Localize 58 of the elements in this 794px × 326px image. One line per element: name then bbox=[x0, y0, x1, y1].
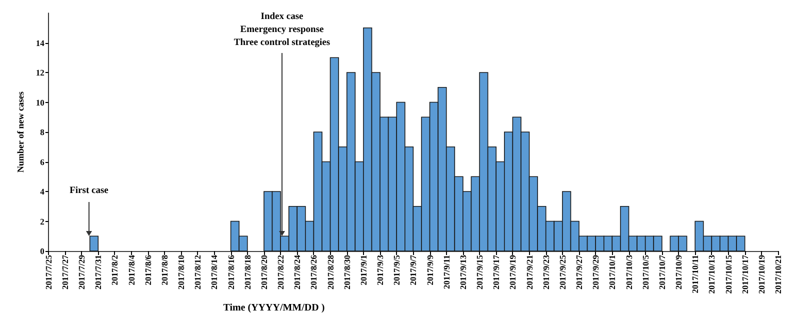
x-tick-label: 2017/8/2 bbox=[110, 255, 120, 286]
x-tick-label: 2017/10/13 bbox=[706, 255, 717, 294]
y-tick-label: 6 bbox=[40, 156, 44, 167]
x-tick-label: 2017/9/17 bbox=[491, 254, 502, 290]
x-tick-label: 2017/7/25 bbox=[43, 255, 54, 290]
x-tick-label: 2017/7/29 bbox=[76, 255, 87, 290]
x-tick-label: 2017/8/30 bbox=[342, 255, 352, 290]
x-tick-label: 2017/8/8 bbox=[159, 255, 170, 286]
x-tick-label: 2017/9/25 bbox=[557, 255, 568, 290]
x-tick-label: 2017/9/21 bbox=[524, 255, 534, 290]
x-tick-label: 2017/8/16 bbox=[226, 255, 236, 290]
x-tick-label: 2017/8/10 bbox=[176, 255, 186, 290]
x-tick-label: 2017/8/20 bbox=[258, 255, 269, 290]
x-tick-label: 2017/8/12 bbox=[192, 255, 203, 290]
annotation: Index case Emergency response Three control strategies bbox=[232, 11, 332, 50]
x-tick-label: 2017/9/1 bbox=[358, 255, 368, 286]
x-tick-label: 2017/9/19 bbox=[508, 255, 518, 290]
x-tick-label: 2017/8/22 bbox=[276, 255, 286, 290]
annotation: First case bbox=[70, 186, 108, 196]
x-tick-label: 2017/10/3 bbox=[624, 255, 634, 290]
x-tick-label: 2017/9/5 bbox=[392, 255, 402, 286]
x-tick-label: 2017/10/15 bbox=[723, 255, 734, 294]
x-tick-label: 2017/9/9 bbox=[424, 255, 435, 286]
x-tick-label: 2017/7/31 bbox=[93, 255, 104, 290]
y-tick-label: 0 bbox=[40, 246, 44, 256]
x-tick-label: 2017/8/26 bbox=[308, 255, 319, 290]
x-tick-label: 2017/9/15 bbox=[474, 255, 485, 290]
x-tick-label: 2017/8/28 bbox=[325, 255, 336, 290]
y-tick-label: 14 bbox=[36, 38, 46, 48]
x-tick-label: 2017/10/7 bbox=[656, 254, 667, 290]
x-tick-label: 2017/8/18 bbox=[242, 255, 252, 290]
x-tick-label: 2017/9/23 bbox=[540, 255, 551, 290]
x-tick-label: 2017/9/27 bbox=[574, 254, 584, 290]
x-tick-label: 2017/7/27 bbox=[60, 254, 70, 290]
x-tick-label: 2017/10/11 bbox=[690, 255, 700, 294]
x-tick-label: 2017/9/7 bbox=[408, 254, 418, 286]
x-tick-label: 2017/10/19 bbox=[756, 255, 766, 294]
y-tick-label: 4 bbox=[40, 186, 46, 196]
x-tick-label: 2017/9/13 bbox=[458, 255, 468, 290]
x-tick-label: 2017/10/9 bbox=[674, 255, 684, 290]
x-tick-label: 2017/8/14 bbox=[209, 254, 220, 290]
y-axis-title: Number of new cases bbox=[16, 90, 26, 173]
y-tick-label: 12 bbox=[36, 68, 44, 78]
x-tick-label: 2017/8/4 bbox=[126, 254, 136, 286]
x-tick-label: 2017/10/1 bbox=[607, 255, 618, 290]
x-tick-label: 2017/10/21 bbox=[773, 255, 783, 294]
x-tick-label: 2017/10/17 bbox=[740, 254, 750, 294]
bar bbox=[89, 236, 99, 252]
x-tick-label: 2017/8/6 bbox=[142, 255, 153, 286]
x-tick-label: 2017/9/29 bbox=[590, 255, 601, 290]
x-tick-label: 2017/9/3 bbox=[375, 255, 386, 286]
x-tick-label: 2017/10/5 bbox=[640, 255, 650, 290]
x-tick-label: 2017/8/24 bbox=[292, 254, 302, 290]
y-tick-label: 10 bbox=[36, 97, 44, 108]
y-tick-label: 2 bbox=[40, 216, 44, 226]
y-tick-label: 8 bbox=[40, 127, 44, 137]
x-axis-title: Time (YYYY/MM/DD ) bbox=[223, 302, 325, 314]
x-tick-label: 2017/9/11 bbox=[441, 255, 452, 290]
